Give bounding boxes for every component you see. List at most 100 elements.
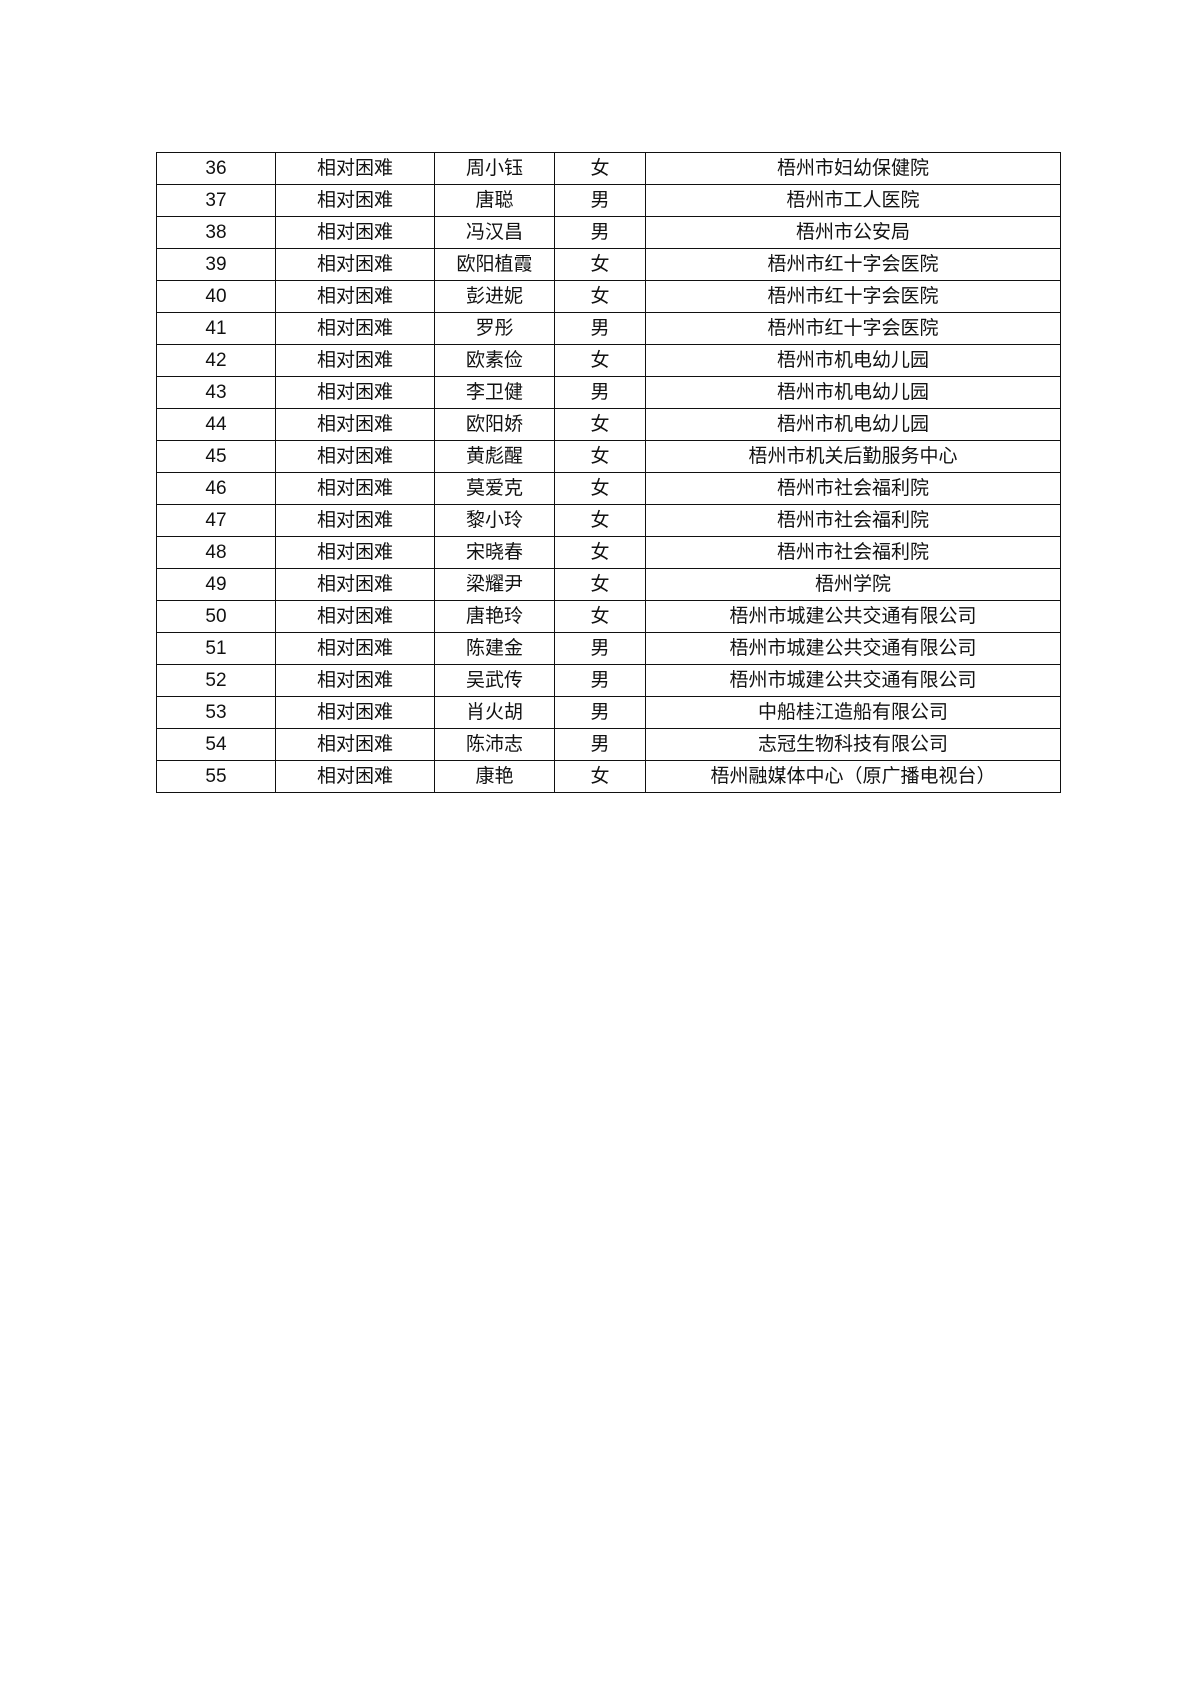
cell-row-number: 51 [156, 632, 276, 665]
cell-person-name: 欧阳植霞 [434, 248, 555, 281]
cell-gender: 女 [554, 472, 646, 505]
cell-difficulty-level: 相对困难 [275, 440, 435, 473]
cell-difficulty-level: 相对困难 [275, 568, 435, 601]
cell-difficulty-level: 相对困难 [275, 600, 435, 633]
cell-difficulty-level: 相对困难 [275, 312, 435, 345]
cell-difficulty-level: 相对困难 [275, 184, 435, 217]
cell-gender: 男 [554, 664, 646, 697]
cell-difficulty-level: 相对困难 [275, 696, 435, 729]
cell-work-unit: 梧州市工人医院 [645, 184, 1061, 217]
cell-row-number: 38 [156, 216, 276, 249]
cell-work-unit: 梧州市城建公共交通有限公司 [645, 664, 1061, 697]
cell-work-unit: 梧州市红十字会医院 [645, 312, 1061, 345]
cell-work-unit: 梧州市机电幼儿园 [645, 408, 1061, 441]
cell-difficulty-level: 相对困难 [275, 376, 435, 409]
cell-person-name: 梁耀尹 [434, 568, 555, 601]
cell-row-number: 54 [156, 728, 276, 761]
cell-work-unit: 梧州学院 [645, 568, 1061, 601]
table-row: 49 相对困难 梁耀尹女梧州学院 [156, 568, 1061, 601]
cell-person-name: 陈建金 [434, 632, 555, 665]
cell-difficulty-level: 相对困难 [275, 248, 435, 281]
cell-difficulty-level: 相对困难 [275, 632, 435, 665]
cell-person-name: 彭进妮 [434, 280, 555, 313]
cell-gender: 男 [554, 728, 646, 761]
cell-row-number: 47 [156, 504, 276, 537]
table-row: 53 相对困难 肖火胡男中船桂江造船有限公司 [156, 696, 1061, 729]
table-row: 43 相对困难 李卫健男梧州市机电幼儿园 [156, 376, 1061, 409]
cell-work-unit: 梧州市社会福利院 [645, 536, 1061, 569]
cell-work-unit: 梧州市红十字会医院 [645, 280, 1061, 313]
cell-difficulty-level: 相对困难 [275, 408, 435, 441]
cell-work-unit: 梧州市社会福利院 [645, 504, 1061, 537]
cell-row-number: 44 [156, 408, 276, 441]
cell-person-name: 宋晓春 [434, 536, 555, 569]
beneficiary-table: 36 相对困难 周小钰女梧州市妇幼保健院 37 相对困难 唐聪男梧州市工人医院 38 相对困难… [156, 152, 1061, 793]
cell-person-name: 肖火胡 [434, 696, 555, 729]
table-row: 47 相对困难 黎小玲女梧州市社会福利院 [156, 504, 1061, 537]
cell-difficulty-level: 相对困难 [275, 344, 435, 377]
cell-row-number: 52 [156, 664, 276, 697]
cell-row-number: 43 [156, 376, 276, 409]
table-row: 50 相对困难 唐艳玲女梧州市城建公共交通有限公司 [156, 600, 1061, 633]
cell-work-unit: 梧州市社会福利院 [645, 472, 1061, 505]
table-row: 44 相对困难 欧阳娇女梧州市机电幼儿园 [156, 408, 1061, 441]
cell-row-number: 49 [156, 568, 276, 601]
cell-difficulty-level: 相对困难 [275, 472, 435, 505]
cell-person-name: 李卫健 [434, 376, 555, 409]
cell-work-unit: 梧州市红十字会医院 [645, 248, 1061, 281]
cell-row-number: 39 [156, 248, 276, 281]
cell-person-name: 唐聪 [434, 184, 555, 217]
cell-person-name: 康艳 [434, 760, 555, 793]
table-row: 55 相对困难 康艳女梧州融媒体中心（原广播电视台） [156, 760, 1061, 793]
cell-difficulty-level: 相对困难 [275, 760, 435, 793]
table-row: 37 相对困难 唐聪男梧州市工人医院 [156, 184, 1061, 217]
cell-difficulty-level: 相对困难 [275, 504, 435, 537]
cell-person-name: 唐艳玲 [434, 600, 555, 633]
table-row: 46 相对困难 莫爱克女梧州市社会福利院 [156, 472, 1061, 505]
cell-work-unit: 梧州市城建公共交通有限公司 [645, 600, 1061, 633]
table-row: 39 相对困难 欧阳植霞女梧州市红十字会医院 [156, 248, 1061, 281]
table-row: 48 相对困难 宋晓春女梧州市社会福利院 [156, 536, 1061, 569]
cell-row-number: 36 [156, 152, 276, 185]
cell-row-number: 45 [156, 440, 276, 473]
cell-gender: 女 [554, 408, 646, 441]
cell-row-number: 53 [156, 696, 276, 729]
cell-row-number: 48 [156, 536, 276, 569]
cell-gender: 女 [554, 600, 646, 633]
cell-work-unit: 梧州市机关后勤服务中心 [645, 440, 1061, 473]
table-row: 36 相对困难 周小钰女梧州市妇幼保健院 [156, 152, 1061, 185]
cell-difficulty-level: 相对困难 [275, 728, 435, 761]
cell-gender: 女 [554, 504, 646, 537]
cell-difficulty-level: 相对困难 [275, 536, 435, 569]
cell-gender: 男 [554, 632, 646, 665]
cell-person-name: 罗彤 [434, 312, 555, 345]
cell-person-name: 欧素俭 [434, 344, 555, 377]
table-row: 38 相对困难 冯汉昌男梧州市公安局 [156, 216, 1061, 249]
cell-difficulty-level: 相对困难 [275, 664, 435, 697]
table-row: 40 相对困难 彭进妮女梧州市红十字会医院 [156, 280, 1061, 313]
cell-gender: 男 [554, 184, 646, 217]
cell-person-name: 欧阳娇 [434, 408, 555, 441]
table-row: 51 相对困难 陈建金男梧州市城建公共交通有限公司 [156, 632, 1061, 665]
cell-work-unit: 中船桂江造船有限公司 [645, 696, 1061, 729]
cell-difficulty-level: 相对困难 [275, 280, 435, 313]
cell-gender: 女 [554, 280, 646, 313]
cell-gender: 男 [554, 696, 646, 729]
cell-row-number: 50 [156, 600, 276, 633]
cell-work-unit: 梧州市机电幼儿园 [645, 344, 1061, 377]
table-row: 41 相对困难 罗彤男梧州市红十字会医院 [156, 312, 1061, 345]
cell-person-name: 黎小玲 [434, 504, 555, 537]
cell-row-number: 55 [156, 760, 276, 793]
table-row: 42 相对困难 欧素俭女梧州市机电幼儿园 [156, 344, 1061, 377]
cell-difficulty-level: 相对困难 [275, 152, 435, 185]
table-row: 52 相对困难 吴武传男梧州市城建公共交通有限公司 [156, 664, 1061, 697]
cell-work-unit: 梧州市公安局 [645, 216, 1061, 249]
table-row: 54 相对困难 陈沛志男志冠生物科技有限公司 [156, 728, 1061, 761]
cell-work-unit: 梧州市城建公共交通有限公司 [645, 632, 1061, 665]
cell-work-unit: 志冠生物科技有限公司 [645, 728, 1061, 761]
cell-row-number: 41 [156, 312, 276, 345]
cell-work-unit: 梧州市机电幼儿园 [645, 376, 1061, 409]
cell-row-number: 40 [156, 280, 276, 313]
cell-gender: 女 [554, 536, 646, 569]
cell-work-unit: 梧州融媒体中心（原广播电视台） [645, 760, 1061, 793]
